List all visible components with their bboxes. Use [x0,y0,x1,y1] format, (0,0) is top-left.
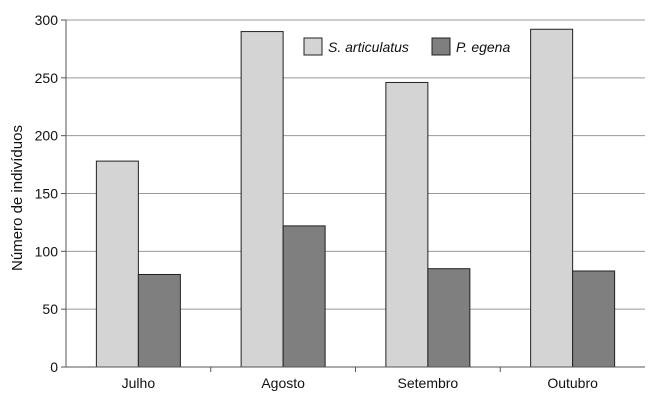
y-tick-label: 0 [50,359,58,375]
y-tick-label: 50 [42,301,58,317]
bar-p-egena [282,225,326,368]
bar-p-egena [137,273,181,368]
bar-s-articulatus [95,160,139,368]
x-tick-label: Agosto [261,375,305,391]
bars [95,28,616,368]
y-tick-label: 100 [35,243,59,259]
y-axis-title: Número de indivíduos [9,125,26,271]
y-tick-label: 300 [35,12,59,28]
x-axis-ticks: Julho Agosto Setembro Outubro [122,367,598,391]
legend-swatch [303,37,323,56]
y-tick-label: 150 [35,186,59,202]
y-tick-label: 200 [35,128,59,144]
bar-p-egena [427,268,471,368]
legend-swatch [431,37,451,56]
bar-s-articulatus [530,28,574,368]
y-axis-ticks: 0 50 100 150 200 250 300 [35,12,66,375]
x-tick-label: Setembro [398,375,459,391]
y-tick-label: 250 [35,70,59,86]
x-tick-label: Julho [122,375,156,391]
legend-label: P. egena [456,39,510,55]
x-tick-label: Outubro [547,375,598,391]
legend-label: S. articulatus [328,39,409,55]
bar-s-articulatus [240,31,284,368]
legend: S. articulatus P. egena [303,37,510,56]
bar-p-egena [572,270,616,368]
bar-s-articulatus [385,81,429,368]
